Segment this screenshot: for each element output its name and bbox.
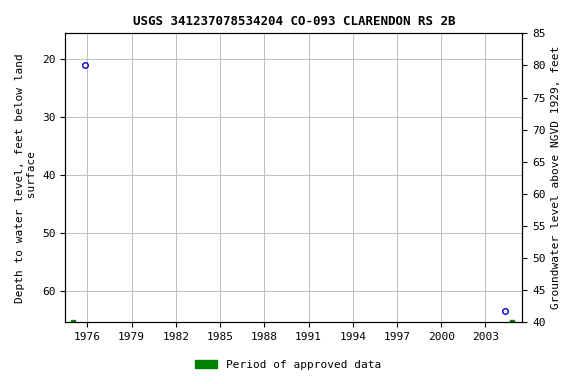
Legend: Period of approved data: Period of approved data — [191, 356, 385, 375]
Y-axis label: Depth to water level, feet below land
 surface: Depth to water level, feet below land su… — [15, 53, 37, 303]
Title: USGS 341237078534204 CO-093 CLARENDON RS 2B: USGS 341237078534204 CO-093 CLARENDON RS… — [132, 15, 455, 28]
Y-axis label: Groundwater level above NGVD 1929, feet: Groundwater level above NGVD 1929, feet — [551, 46, 561, 310]
